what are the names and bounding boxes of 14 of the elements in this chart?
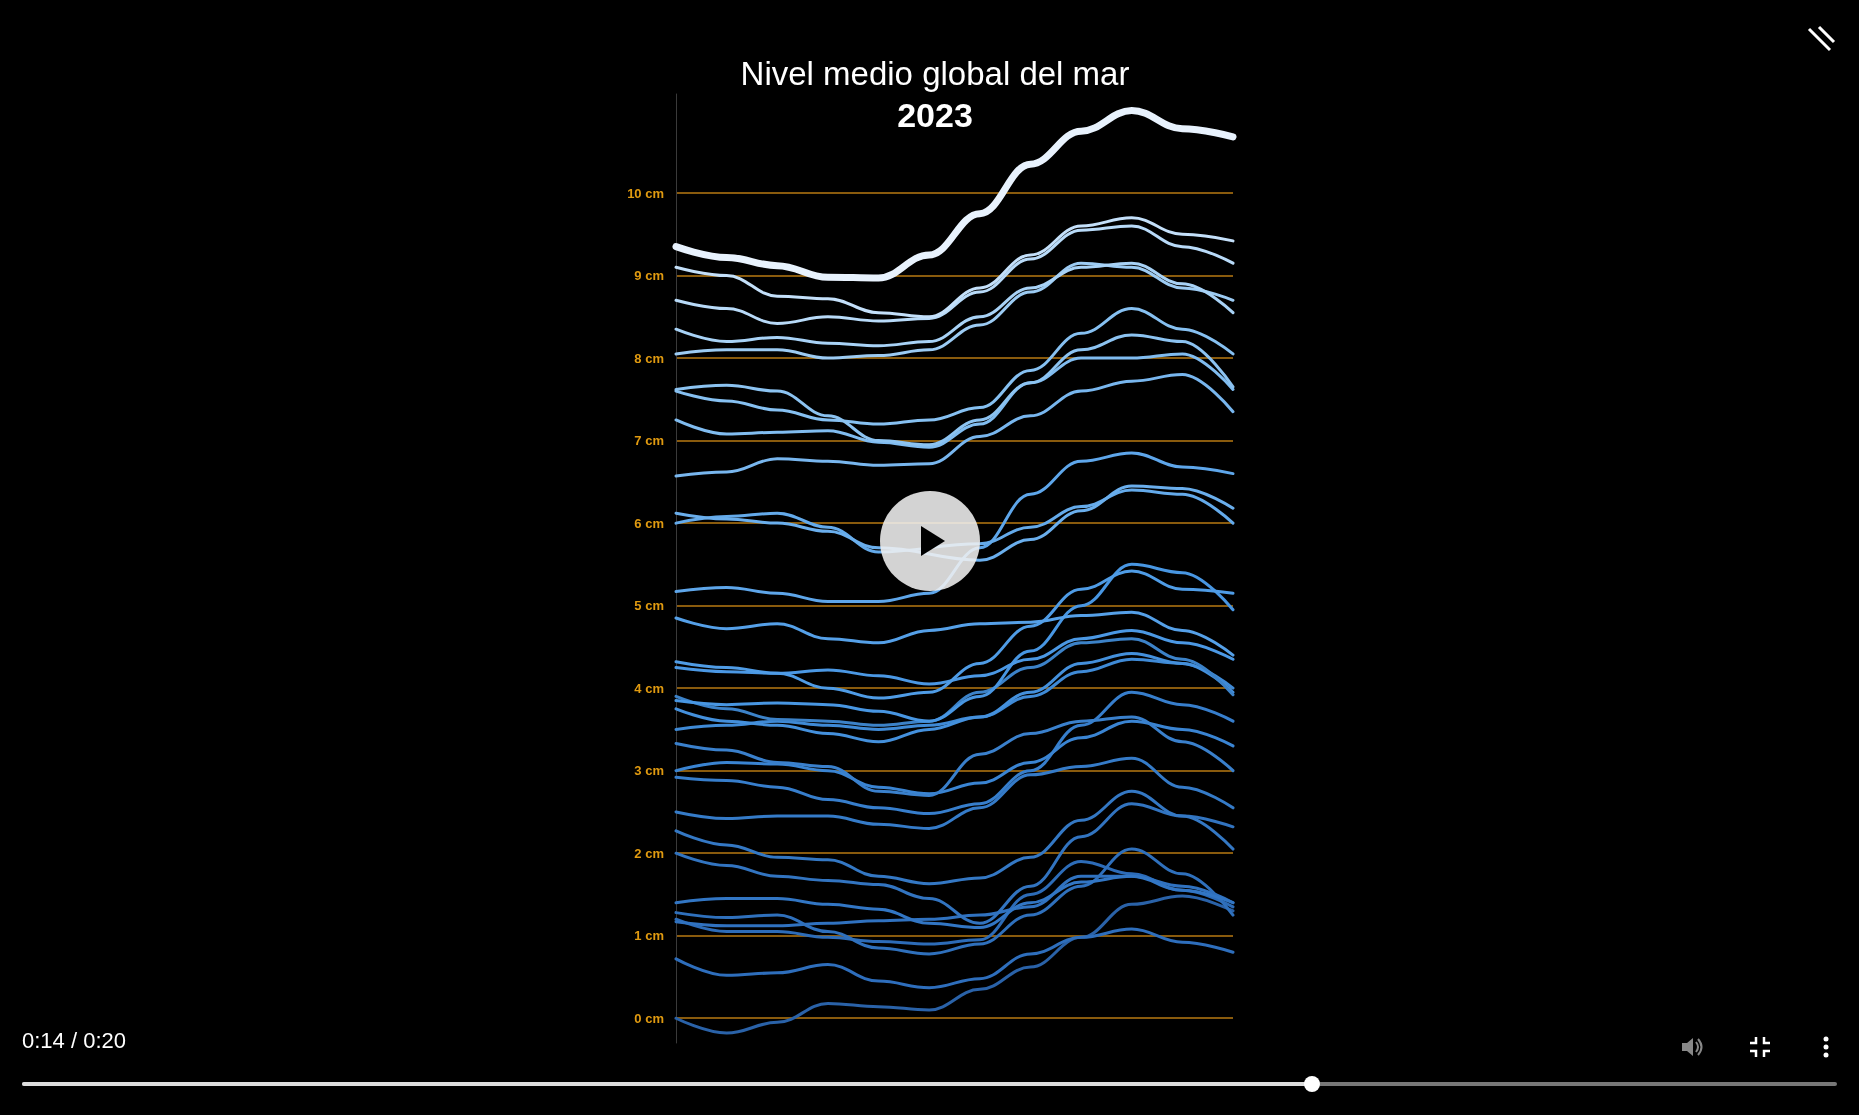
y-tick-label: 2 cm xyxy=(634,845,664,861)
y-tick-label: 3 cm xyxy=(634,763,664,779)
y-tick-label: 6 cm xyxy=(634,515,664,531)
y-tick-label: 9 cm xyxy=(634,268,664,284)
y-tick-label: 1 cm xyxy=(634,928,664,944)
y-tick-label: 7 cm xyxy=(634,433,664,449)
y-tick-label: 5 cm xyxy=(634,598,664,614)
chart-title: Nivel medio global del mar xyxy=(740,55,1130,92)
text: 0:14 / 0:20 xyxy=(22,1028,126,1054)
chart-subtitle: 2023 xyxy=(897,96,973,134)
y-tick-label: 0 cm xyxy=(634,1010,664,1026)
y-tick-label: 10 cm xyxy=(627,185,664,201)
y-tick-label: 8 cm xyxy=(634,350,664,366)
y-tick-label: 4 cm xyxy=(634,680,664,696)
